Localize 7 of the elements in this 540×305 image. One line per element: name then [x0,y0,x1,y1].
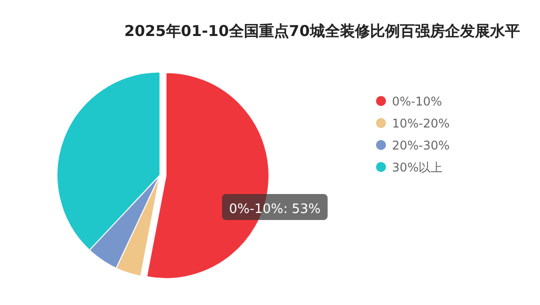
legend-label: 10%-20% [392,116,450,130]
value-label: 0%-10%: 53% [222,194,328,220]
legend-label: 20%-30% [392,138,450,152]
data-label: 0%-10%: 53% [229,202,321,217]
chart-title: 2025年01-10全国重点70城全装修比例百强房企发展水平 [124,22,520,40]
legend-label: 0%-10% [392,94,442,108]
legend-label: 30%以上 [392,160,443,174]
